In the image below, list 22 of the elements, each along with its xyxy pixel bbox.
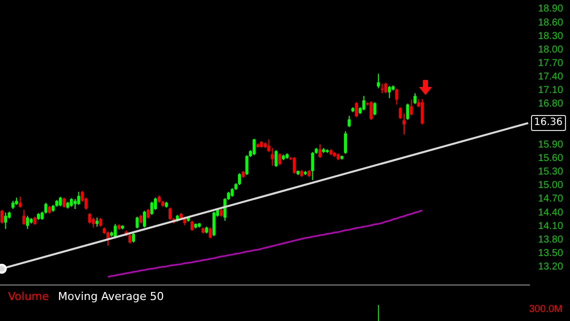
y-tick-label: 13.80 <box>538 234 564 246</box>
y-tick-label: 14.40 <box>538 207 564 218</box>
text: Moving Average 50 <box>58 290 164 303</box>
y-tick-label: 18.00 <box>538 44 564 56</box>
text: Volume <box>8 290 49 303</box>
y-tick-label: 13.20 <box>538 262 564 273</box>
y-tick-label: 18.60 <box>538 17 564 28</box>
y-tick-label: 16.80 <box>538 98 564 110</box>
y-tick-label: 15.90 <box>538 139 564 150</box>
y-tick-label: 18.90 <box>538 4 564 15</box>
y-tick-label: 13.50 <box>538 248 564 259</box>
y-tick-label: 17.40 <box>538 72 564 83</box>
text: 300.0M <box>529 304 562 315</box>
y-tick-label: 15.30 <box>538 166 564 178</box>
y-tick-label: 17.10 <box>538 85 564 96</box>
y-tick-label: 14.70 <box>538 194 564 205</box>
y-tick-label: 17.70 <box>538 58 564 69</box>
y-tick-label: 15.60 <box>538 152 564 164</box>
y-tick-label: 18.30 <box>538 30 564 42</box>
annotation: 16.36 <box>531 115 566 132</box>
y-tick-label: 15.00 <box>538 180 564 192</box>
y-tick-label: 14.10 <box>538 220 564 232</box>
